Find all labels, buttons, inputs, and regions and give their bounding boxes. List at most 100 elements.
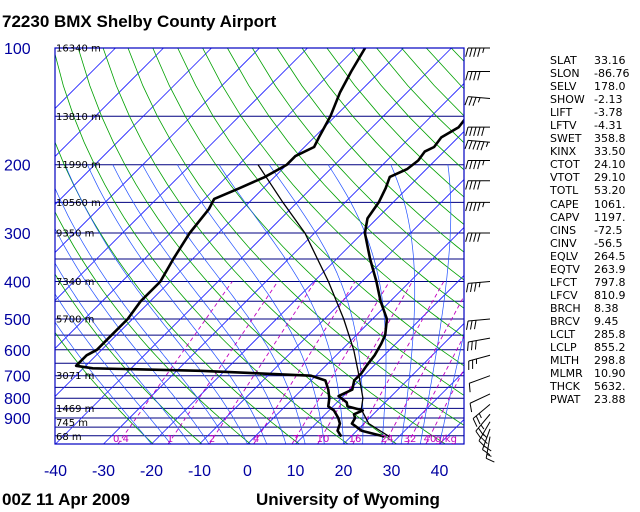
pressure-tick-label: 300 — [4, 226, 31, 243]
moist-adiabat-line — [55, 321, 152, 444]
wind-barb-flag — [466, 320, 469, 330]
index-row: SWET 358.8 — [548, 132, 640, 145]
wind-barb-flag — [477, 180, 481, 190]
wind-barb-flag — [465, 180, 469, 190]
temperature-tick-label: 30 — [383, 463, 401, 480]
index-row: PWAT 23.88 — [548, 393, 640, 406]
isotherm-line — [151, 130, 464, 444]
index-value: 358.8 — [594, 132, 626, 146]
mixing-ratio-line — [425, 368, 464, 444]
index-name: SELV — [550, 80, 577, 94]
index-row: EQLV 264.5 — [548, 250, 640, 263]
wind-barb — [465, 71, 490, 81]
index-name: MLMR — [550, 367, 583, 381]
isotherm-line — [199, 178, 464, 444]
mixing-ratio-line — [208, 281, 316, 444]
index-row: KINX 33.50 — [548, 145, 640, 158]
isotherm-line — [55, 48, 260, 254]
wind-barb-flag — [469, 403, 473, 413]
height-label: 7340 m — [56, 277, 94, 288]
mixing-ratio-label: 10 — [317, 434, 330, 445]
wind-barb-staff — [468, 318, 491, 322]
wind-barb — [465, 201, 490, 212]
wind-barb-flag — [480, 141, 485, 151]
wind-barb-flag — [475, 430, 482, 439]
index-row: SLAT 33.16 — [548, 54, 640, 67]
pressure-tick-label: 500 — [4, 312, 31, 329]
index-row: MLTH 298.8 — [548, 354, 640, 367]
index-value: 264.5 — [594, 249, 626, 263]
index-value: -72.5 — [594, 223, 623, 237]
station-title: 72230 BMX Shelby County Airport — [2, 12, 277, 31]
index-name: LIFT — [550, 106, 573, 120]
wind-barb-flag — [468, 140, 473, 150]
index-name: VTOT — [550, 171, 580, 185]
wind-barb-half-flag — [477, 97, 481, 103]
mixing-ratio-line — [253, 281, 356, 444]
wind-barb-staff — [472, 404, 491, 419]
wind-barb-flag — [465, 71, 469, 81]
index-value: -86.76 — [594, 67, 630, 81]
temperature-tick-label: 0 — [243, 463, 252, 480]
mixing-ratio-line — [407, 334, 464, 444]
mixing-ratio-label: 24 — [381, 434, 394, 445]
wind-barb-half-flag — [486, 453, 492, 457]
wind-barb — [464, 96, 491, 106]
index-value: 10.90 — [594, 367, 626, 381]
wind-barb-flag — [473, 127, 477, 136]
wind-barb-flag — [473, 160, 477, 170]
temperature-tick-label: -30 — [92, 463, 115, 480]
height-label: 68 m — [56, 432, 82, 443]
dry-adiabat-line — [177, 48, 464, 367]
index-row: LFCV 810.9 — [548, 289, 640, 302]
sounding-time: 00Z 11 Apr 2009 — [2, 490, 130, 509]
index-value: -56.5 — [594, 236, 623, 250]
index-name: CINS — [550, 223, 577, 237]
wind-barb-flag — [473, 232, 477, 242]
wind-barb-flag — [467, 341, 469, 351]
pressure-tick-label: 800 — [4, 391, 31, 408]
wind-barb-flag — [465, 232, 469, 242]
pressure-tick-label: 100 — [4, 41, 31, 58]
wind-barb-flag — [469, 127, 473, 136]
index-value: 8.38 — [594, 301, 619, 315]
wind-barb-flag — [469, 71, 473, 81]
wind-barb — [467, 337, 491, 351]
index-value: 5632. — [594, 380, 626, 394]
index-name: BRCV — [550, 314, 580, 328]
index-row: THCK 5632. — [548, 380, 640, 393]
index-name: KINX — [550, 145, 577, 159]
index-value: -4.31 — [594, 119, 623, 133]
index-row: LCLT 285.8 — [548, 328, 640, 341]
index-value: 9.45 — [594, 314, 619, 328]
index-row: CAPV 1197. — [548, 211, 640, 224]
index-value: 33.50 — [594, 145, 626, 159]
moist-adiabat-line — [439, 331, 464, 444]
index-value: 797.8 — [594, 275, 626, 289]
wind-barb-flag — [477, 71, 481, 81]
parcel-profile-line — [257, 164, 390, 438]
dewpoint-profile-line — [74, 48, 367, 438]
sounding-indices: SLAT 33.16 SLON -86.76 SELV 178.0 SHOW -2.13 LIF… — [548, 54, 640, 406]
mixing-ratio-line — [352, 281, 445, 444]
dry-adiabat-line — [55, 331, 154, 444]
dry-adiabat-line — [127, 48, 464, 426]
dry-adiabat-line — [301, 48, 464, 225]
wind-barb-half-flag — [485, 141, 489, 147]
wind-barb-half-flag — [482, 47, 485, 53]
moist-adiabat-line — [177, 164, 325, 444]
index-name: LFCT — [550, 275, 577, 289]
wind-barb-flag — [473, 202, 477, 212]
wind-barb-flag — [477, 127, 481, 136]
temperature-tick-label: 20 — [335, 463, 353, 480]
dry-adiabat-line — [227, 48, 464, 309]
isotherm-line — [55, 48, 164, 158]
temperature-profile-line — [337, 118, 464, 438]
temperature-tick-label: -10 — [188, 463, 211, 480]
wind-barb — [466, 280, 491, 293]
temperature-tick-label: -40 — [44, 463, 67, 480]
dry-adiabat-line — [102, 48, 446, 444]
mixing-ratio-label: 2 — [209, 434, 215, 445]
wind-barb — [468, 354, 491, 370]
index-value: 33.16 — [594, 54, 626, 67]
